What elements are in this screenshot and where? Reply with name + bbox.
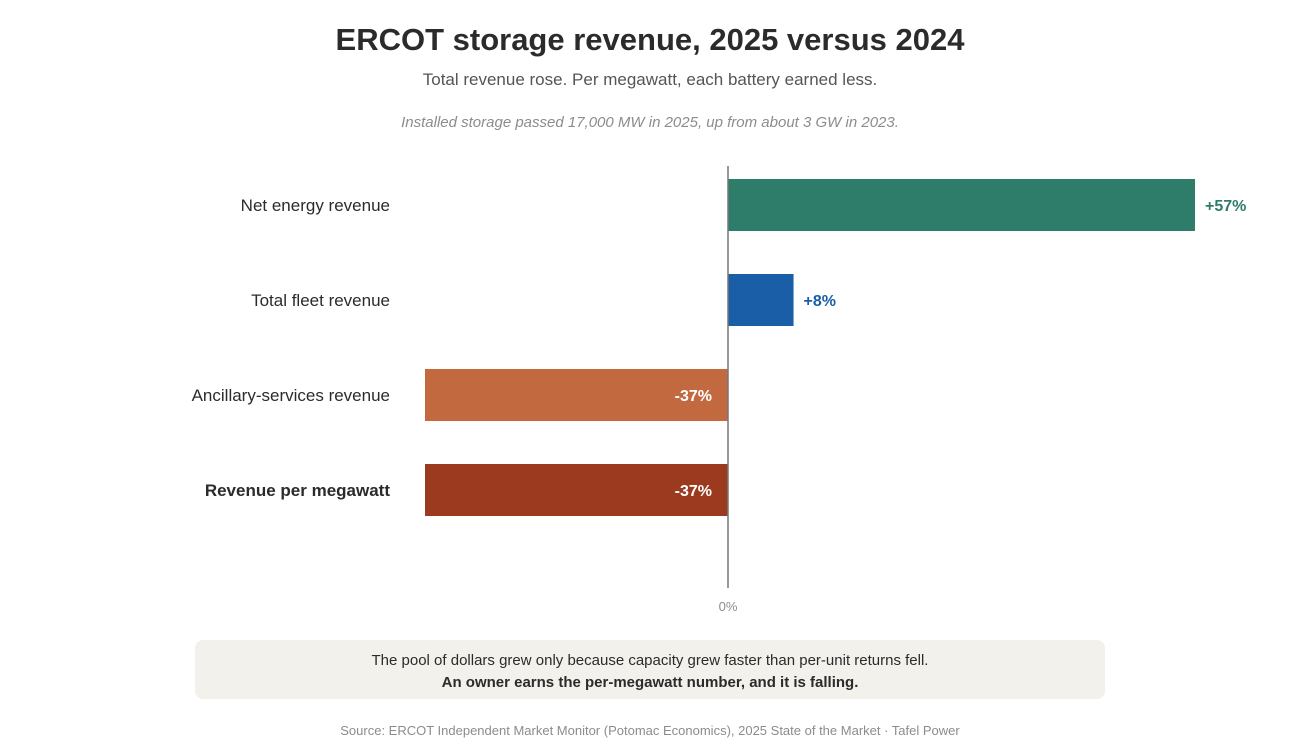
bar bbox=[728, 179, 1195, 231]
category-label: Revenue per megawatt bbox=[205, 481, 391, 500]
category-label: Net energy revenue bbox=[241, 196, 390, 215]
source-note: Source: ERCOT Independent Market Monitor… bbox=[340, 723, 960, 738]
callout-line-2: An owner earns the per-megawatt number, … bbox=[441, 674, 859, 691]
value-label: -37% bbox=[675, 388, 712, 405]
category-label: Ancillary-services revenue bbox=[192, 386, 390, 405]
value-label: +8% bbox=[804, 293, 836, 310]
bar bbox=[425, 464, 728, 516]
chart-note: Installed storage passed 17,000 MW in 20… bbox=[401, 114, 899, 131]
category-label: Total fleet revenue bbox=[251, 291, 390, 310]
chart-subtitle: Total revenue rose. Per megawatt, each b… bbox=[422, 70, 878, 89]
value-label: +57% bbox=[1205, 198, 1246, 215]
callout-line-1: The pool of dollars grew only because ca… bbox=[371, 652, 929, 669]
value-label: -37% bbox=[675, 483, 712, 500]
chart-title: ERCOT storage revenue, 2025 versus 2024 bbox=[335, 22, 965, 57]
bar bbox=[425, 369, 728, 421]
bar-chart: Net energy revenue +57% Total fleet revenu… bbox=[192, 166, 1246, 614]
zero-tick-label: 0% bbox=[719, 599, 738, 614]
callout-box: The pool of dollars grew only because ca… bbox=[195, 640, 1105, 699]
bar bbox=[728, 274, 794, 326]
